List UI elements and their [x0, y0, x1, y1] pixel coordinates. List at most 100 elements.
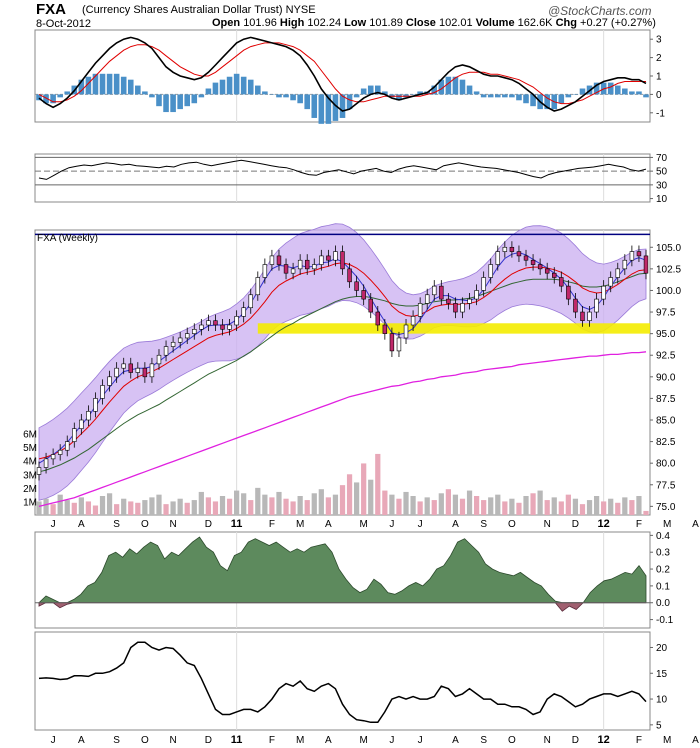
candle-body: [93, 398, 98, 412]
x-axis-label-bottom: N: [544, 735, 551, 746]
macd-histogram-bar: [311, 94, 318, 118]
volume-bar: [71, 502, 77, 515]
volume-bar: [92, 505, 99, 515]
macd-histogram-bar: [360, 88, 367, 95]
high-label: High: [279, 17, 305, 29]
macd-histogram-bar: [269, 94, 275, 95]
macd-histogram-bar: [57, 94, 63, 98]
volume-axis-label: 4M: [23, 457, 37, 468]
x-axis-label-top: 12: [598, 518, 610, 530]
candle-body: [587, 311, 592, 321]
candle-body: [516, 251, 522, 257]
candle-body: [114, 367, 119, 378]
candle-body: [446, 298, 451, 304]
volume-bar: [516, 502, 522, 515]
candle-body: [290, 268, 296, 274]
rsi-axis-tick-label: 10: [656, 194, 668, 205]
volume-bar: [608, 498, 614, 515]
volume-bar: [191, 500, 197, 515]
volume-bar: [297, 496, 303, 515]
x-axis-label-bottom: J: [51, 735, 56, 746]
macd-histogram-bar: [339, 94, 346, 118]
price-axis-tick-label: 77.5: [656, 480, 676, 491]
volume-bar: [368, 479, 374, 515]
volume-axis-label: 6M: [23, 430, 37, 441]
candle-body: [417, 303, 423, 317]
volume-bar: [346, 474, 353, 515]
volume-bar: [558, 501, 564, 515]
volume-bar: [643, 510, 649, 515]
volume-bar: [396, 498, 402, 515]
candle-body: [65, 441, 70, 451]
macd-histogram-bar: [487, 94, 494, 98]
candle-body: [608, 277, 613, 287]
cmf-axis-tick-label: 0.2: [656, 565, 670, 576]
volume-bar: [544, 500, 550, 515]
candle-body: [304, 259, 310, 270]
brand-logo: @StockCharts.com: [548, 4, 652, 18]
volume-axis-label: 1M: [23, 497, 37, 508]
macd-histogram-bar: [135, 85, 141, 95]
candle-body: [544, 268, 550, 274]
macd-histogram-bar: [607, 82, 614, 95]
candle-body: [135, 367, 141, 373]
price-axis-tick-label: 87.5: [656, 394, 676, 405]
volume-bar: [85, 501, 92, 515]
candle-body: [601, 285, 606, 300]
x-axis-label-bottom: 12: [598, 734, 610, 746]
volume-bar: [481, 500, 487, 515]
volume-bar: [184, 502, 190, 515]
candle-body: [276, 255, 282, 265]
candle-body: [453, 303, 458, 313]
volume-bar: [389, 494, 395, 515]
lower-axis-tick-label: 20: [656, 643, 668, 654]
volume-bar: [262, 494, 268, 515]
macd-histogram-bar: [99, 73, 106, 95]
macd-histogram-bar: [502, 94, 508, 98]
candle-body: [495, 251, 500, 265]
volume-bar: [283, 498, 289, 515]
macd-histogram-bar: [43, 94, 49, 104]
macd-histogram-bar: [290, 94, 296, 101]
x-axis-label-bottom: S: [480, 735, 487, 746]
candle-body: [474, 290, 479, 300]
candle-body: [170, 341, 176, 347]
macd-histogram-bar: [544, 94, 550, 110]
candle-body: [361, 290, 366, 300]
x-axis-label-top: J: [51, 519, 56, 530]
candle-body: [43, 458, 49, 468]
macd-histogram-bar: [247, 79, 254, 95]
price-axis-tick-label: 75.0: [656, 502, 676, 513]
candle-body: [573, 298, 578, 313]
candle-body: [382, 324, 388, 334]
volume-bar: [170, 501, 176, 515]
macd-histogram-bar: [629, 91, 635, 95]
volume-bar: [601, 501, 607, 515]
macd-axis-tick-label: -1: [656, 108, 665, 119]
x-axis-label-bottom: A: [325, 735, 332, 746]
candle-body: [439, 285, 444, 300]
x-axis-label-top: O: [508, 519, 516, 530]
chg-label: Chg: [555, 17, 577, 29]
candle-body: [368, 298, 373, 313]
x-axis-label-bottom: D: [572, 735, 579, 746]
candle-body: [333, 251, 338, 261]
macd-signal-line: [38, 42, 646, 105]
volume-bar: [149, 497, 155, 515]
macd-histogram-bar: [64, 91, 71, 95]
macd-histogram-bar: [579, 88, 586, 95]
x-axis-label-top: A: [692, 519, 699, 530]
volume-bar: [212, 501, 219, 515]
volume-bar: [205, 497, 212, 515]
macd-histogram-bar: [297, 94, 303, 104]
candle-body: [269, 255, 275, 265]
candle-body: [354, 281, 359, 291]
candle-body: [79, 419, 84, 429]
low-label: Low: [344, 17, 367, 29]
cmf-axis-tick-label: 0.0: [656, 598, 670, 609]
volume-bar: [424, 497, 430, 515]
volume-bar: [177, 498, 183, 515]
volume-bar: [382, 490, 388, 515]
macd-histogram-bar: [530, 94, 536, 107]
